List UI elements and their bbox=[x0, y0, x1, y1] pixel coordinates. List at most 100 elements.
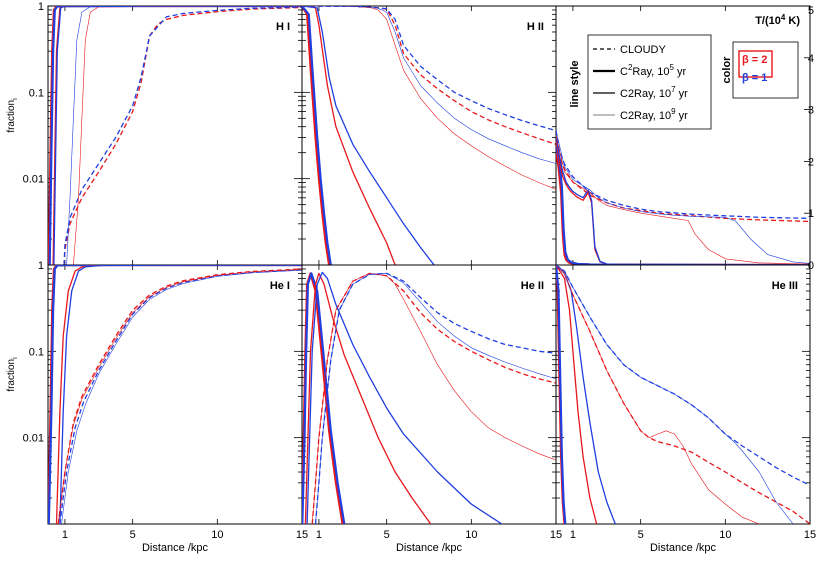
series-line bbox=[556, 150, 810, 265]
series-line bbox=[556, 265, 810, 524]
series-line bbox=[52, 6, 302, 265]
panel-he-iii: He III bbox=[555, 264, 811, 525]
series-line bbox=[556, 135, 810, 265]
legend-label: C2Ray, 107 yr bbox=[620, 85, 688, 100]
panel-label: H II bbox=[527, 21, 544, 33]
panel-h-ii: H II bbox=[301, 5, 557, 266]
y-axis-label: fractioni bbox=[6, 98, 19, 133]
x-tick-label: 10 bbox=[465, 529, 477, 541]
series-line bbox=[73, 6, 302, 265]
series-line bbox=[556, 265, 794, 524]
series-line bbox=[55, 265, 302, 524]
panel-label: He I bbox=[270, 280, 290, 292]
panel-label: He III bbox=[772, 280, 798, 292]
legend-box bbox=[587, 34, 712, 130]
series-line bbox=[302, 6, 556, 190]
series-line bbox=[53, 6, 302, 265]
series-line bbox=[302, 6, 556, 164]
series-line bbox=[302, 6, 332, 265]
panel-he-ii: He II bbox=[301, 264, 557, 525]
panel-he-i: He I bbox=[47, 264, 303, 525]
axes-frame bbox=[47, 264, 303, 525]
y-tick-label: 0.01 bbox=[23, 433, 44, 445]
series-line bbox=[311, 273, 556, 524]
x-tick-label: 5 bbox=[130, 529, 136, 541]
series-line bbox=[556, 265, 616, 524]
series-line bbox=[57, 268, 302, 524]
series-line bbox=[57, 269, 302, 524]
series-group bbox=[302, 6, 556, 265]
series-line bbox=[556, 265, 567, 524]
x-tick-label: 10 bbox=[719, 529, 731, 541]
x-tick-label: 15 bbox=[804, 529, 816, 541]
series-line bbox=[63, 6, 302, 265]
series-line bbox=[63, 6, 302, 265]
x-tick-label: 1 bbox=[570, 529, 576, 541]
series-line bbox=[48, 265, 302, 524]
x-tick-label: 5 bbox=[638, 529, 644, 541]
series-line bbox=[59, 265, 302, 524]
series-line bbox=[48, 6, 302, 265]
x-axis-label: Distance /kpc bbox=[650, 542, 717, 554]
series-line bbox=[302, 6, 556, 132]
x-tick-label: 15 bbox=[550, 529, 562, 541]
legend-label: CLOUDY bbox=[620, 44, 667, 56]
series-line bbox=[61, 269, 302, 524]
series-group bbox=[556, 265, 810, 524]
series-line bbox=[315, 273, 556, 524]
series-group bbox=[48, 6, 302, 265]
panel-label: He II bbox=[521, 280, 544, 292]
series-line bbox=[59, 269, 302, 524]
series-line bbox=[302, 6, 435, 265]
y2-tick-label: 1 bbox=[808, 208, 814, 220]
series-line bbox=[556, 265, 810, 486]
series-line bbox=[302, 6, 331, 265]
series-group bbox=[302, 271, 556, 524]
legend: line style CLOUDY C2Ray, 105 yr C2Ray, 107 … bbox=[569, 34, 799, 130]
y-tick-label: 0.01 bbox=[23, 174, 44, 186]
y2-tick-label: 5 bbox=[808, 5, 814, 17]
legend-title: line style bbox=[569, 60, 581, 107]
series-line bbox=[556, 265, 598, 524]
y-axis-label: fractioni bbox=[6, 357, 19, 392]
series-line bbox=[302, 6, 556, 145]
y2-tick-label: 3 bbox=[808, 105, 814, 117]
series-line bbox=[304, 272, 432, 524]
color-legend-title: color bbox=[721, 56, 733, 84]
axes-frame bbox=[47, 5, 303, 266]
series-group bbox=[556, 130, 810, 265]
y-tick-label: 0.1 bbox=[29, 87, 44, 99]
y-tick-label: 1 bbox=[38, 260, 44, 272]
x-tick-label: 10 bbox=[211, 529, 223, 541]
x-tick-label: 1 bbox=[62, 529, 68, 541]
x-tick-label: 15 bbox=[296, 529, 308, 541]
series-line bbox=[48, 265, 302, 524]
series-line bbox=[314, 272, 556, 524]
legend-label: C2Ray, 105 yr bbox=[620, 63, 687, 78]
color-legend-label: β = 1 bbox=[742, 72, 767, 84]
x-axis-label: Distance /kpc bbox=[396, 542, 463, 554]
axes-frame bbox=[301, 5, 557, 266]
series-line bbox=[66, 6, 302, 265]
series-line bbox=[556, 130, 810, 264]
color-highlight-box bbox=[738, 50, 773, 78]
series-line bbox=[556, 265, 760, 524]
series-group bbox=[48, 265, 302, 524]
y2-tick-label: 4 bbox=[808, 53, 814, 65]
series-line bbox=[306, 271, 503, 524]
legend-label: C2Ray, 109 yr bbox=[620, 107, 688, 122]
series-line bbox=[556, 140, 810, 265]
y-tick-label: 1 bbox=[38, 1, 44, 13]
x-tick-label: 1 bbox=[316, 529, 322, 541]
series-line bbox=[302, 272, 346, 524]
axes-frame bbox=[301, 264, 557, 525]
axes-frame bbox=[555, 264, 811, 525]
y2-tick-label: 2 bbox=[808, 156, 814, 168]
x-tick-label: 5 bbox=[384, 529, 390, 541]
y2-axis-label: T/(104 K) bbox=[755, 13, 800, 27]
y2-tick-label: 0 bbox=[808, 260, 814, 272]
x-axis-label: Distance /kpc bbox=[142, 542, 209, 554]
series-line bbox=[311, 272, 556, 524]
panel-label: H I bbox=[276, 21, 290, 33]
